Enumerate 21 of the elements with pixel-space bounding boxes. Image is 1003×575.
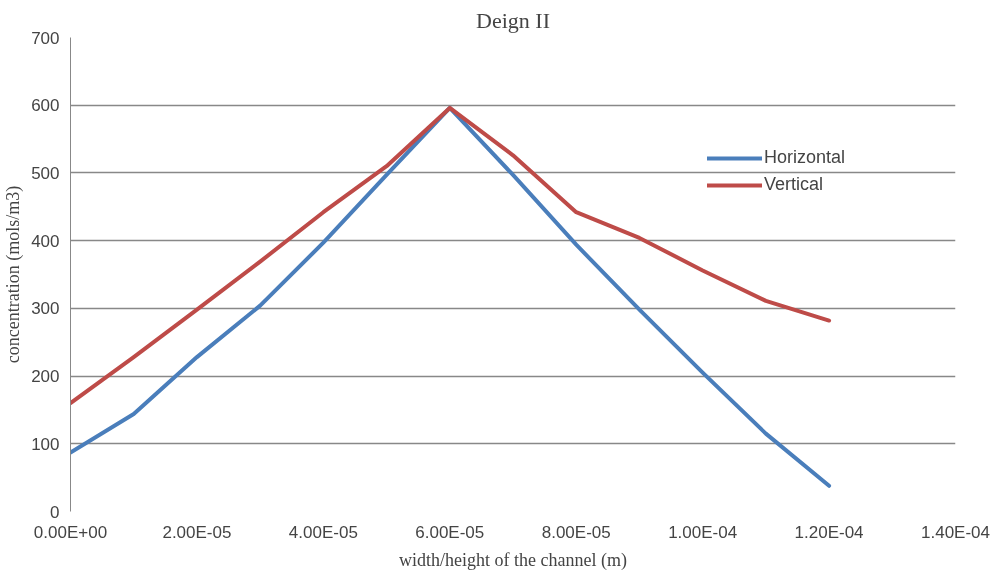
x-tick-label: 1.20E-04	[794, 522, 864, 542]
legend-label: Vertical	[763, 174, 823, 195]
legend-label: Horizontal	[763, 147, 845, 168]
x-tick-label: 4.00E-05	[288, 522, 358, 542]
x-tick-label: 1.40E-04	[921, 522, 990, 542]
y-tick-label: 400	[31, 231, 60, 251]
x-tick-label: 8.00E-05	[541, 522, 611, 542]
x-axis-title: width/height of the channel (m)	[399, 549, 627, 571]
y-tick-label: 300	[31, 299, 60, 319]
y-tick-label: 500	[31, 163, 60, 183]
chart-title: Deign II	[476, 7, 550, 33]
x-tick-label: 2.00E-05	[162, 522, 232, 542]
x-tick-label: 6.00E-05	[415, 522, 485, 542]
y-tick-label: 0	[50, 502, 60, 522]
y-axis-title: concentration (mols/m3)	[3, 185, 25, 364]
y-tick-label: 700	[31, 28, 60, 48]
y-tick-label: 600	[31, 96, 60, 116]
x-tick-label: 1.00E-04	[668, 522, 738, 542]
x-tick-label: 0.00E+00	[33, 522, 108, 542]
y-tick-label: 200	[31, 367, 60, 387]
y-tick-label: 100	[31, 434, 60, 454]
